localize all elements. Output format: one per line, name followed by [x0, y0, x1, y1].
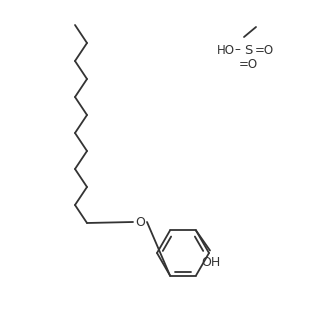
Text: =O: =O [238, 58, 257, 71]
Text: HO: HO [217, 43, 235, 56]
Text: –: – [234, 43, 240, 56]
Text: OH: OH [201, 256, 221, 269]
Text: O: O [135, 215, 145, 229]
Text: S: S [244, 43, 252, 56]
Text: =O: =O [255, 43, 274, 56]
